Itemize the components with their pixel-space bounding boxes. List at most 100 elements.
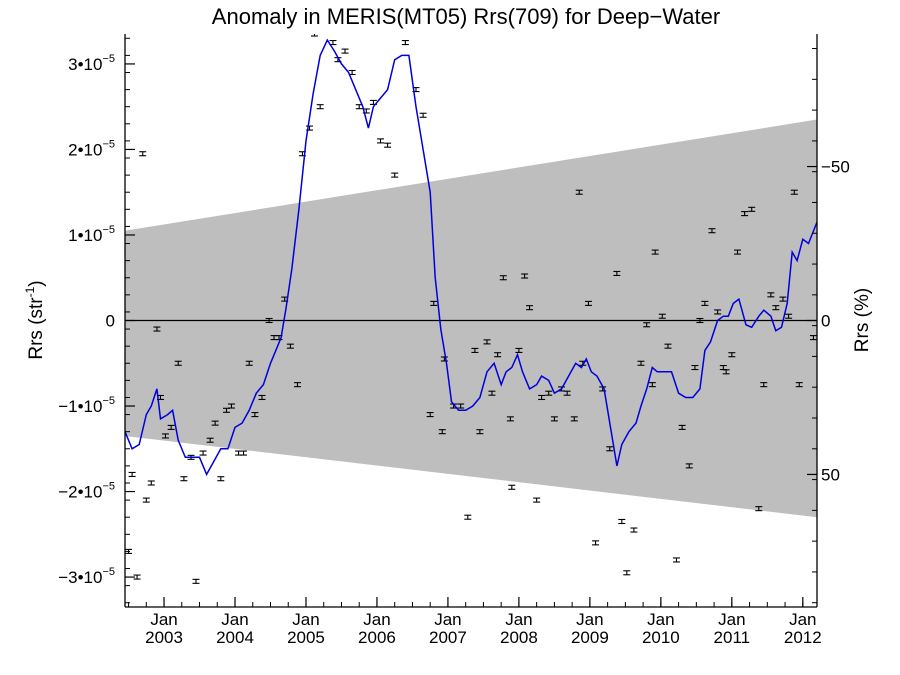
y-axis-title-close: ) [26, 280, 47, 286]
data-point [538, 394, 546, 401]
data-point [785, 313, 793, 319]
y-tick-mantissa: −2•10 [58, 483, 102, 502]
data-point [494, 352, 502, 358]
y-axis-title: Rrs (str-1) [23, 280, 47, 359]
y-tick-label: −3•10−5 [58, 566, 115, 587]
x-tick-month: Jan [434, 610, 461, 629]
data-point [767, 292, 775, 298]
data-point [637, 360, 645, 366]
data-point [696, 317, 704, 324]
data-point [174, 360, 182, 366]
data-point [245, 360, 253, 366]
data-point [235, 450, 243, 456]
data-point [316, 104, 324, 110]
x-tick-month: Jan [789, 610, 816, 629]
data-point [476, 429, 484, 435]
y-axis-title-main: Rrs (str [26, 297, 47, 360]
y-tick-label: 0 [106, 312, 115, 331]
uncertainty-band [125, 119, 817, 518]
x-tick-year: 2003 [145, 628, 183, 647]
data-point [488, 390, 496, 396]
data-point [192, 578, 200, 584]
data-point [760, 382, 768, 388]
data-point [341, 48, 349, 54]
data-point [426, 412, 434, 418]
data-point [499, 275, 507, 281]
data-point [526, 305, 534, 311]
y-tick-label: −1•10−5 [58, 395, 115, 416]
data-point [779, 296, 787, 302]
y-tick-label: 3•10−5 [68, 53, 115, 74]
data-point [521, 273, 529, 279]
y2-tick-label: 50 [821, 465, 840, 484]
data-point [809, 335, 817, 341]
data-point [790, 189, 798, 195]
data-point [199, 450, 207, 456]
y-tick-label: −2•10−5 [58, 481, 115, 502]
data-point [457, 403, 465, 409]
x-tick-month: Jan [221, 610, 248, 629]
data-point [575, 189, 583, 195]
data-point [618, 518, 626, 525]
data-point [630, 527, 638, 533]
data-point [391, 172, 399, 178]
data-point [563, 390, 571, 396]
data-point [438, 429, 446, 435]
y2-axis-title: Rrs (%) [852, 288, 873, 352]
data-point [206, 437, 214, 443]
data-point [217, 476, 225, 482]
chart-title: Anomaly in MERIS(MT05) Rrs(709) for Deep… [212, 4, 720, 29]
data-point [550, 416, 558, 422]
y-tick-mantissa: 2•10 [68, 140, 102, 159]
data-point [658, 313, 666, 319]
data-point [401, 40, 409, 46]
y-tick-exponent: −5 [102, 53, 115, 65]
x-tick-year: 2012 [784, 628, 822, 647]
data-point [664, 343, 672, 349]
data-point [464, 514, 472, 520]
x-tick-year: 2005 [287, 628, 325, 647]
data-point [147, 480, 155, 486]
x-tick-year: 2006 [358, 628, 396, 647]
y-tick-mantissa: 3•10 [68, 55, 102, 74]
x-tick-year: 2004 [216, 628, 254, 647]
data-point [265, 317, 273, 324]
data-point [161, 433, 169, 439]
data-point [384, 142, 392, 148]
data-point [240, 450, 248, 456]
data-point [133, 574, 141, 580]
data-point [708, 228, 716, 234]
data-point [714, 309, 722, 315]
data-point [167, 424, 175, 430]
data-point [722, 369, 730, 375]
data-point [293, 382, 301, 388]
y-axis-title-sup: -1 [23, 286, 37, 297]
x-tick-year: 2010 [642, 628, 680, 647]
data-point [685, 463, 693, 469]
x-tick-month: Jan [363, 610, 390, 629]
data-point [471, 347, 479, 353]
y-tick-label: 2•10−5 [68, 138, 115, 159]
data-point [728, 352, 736, 358]
x-tick-month: Jan [292, 610, 319, 629]
data-point [701, 300, 709, 306]
plot-inner [125, 34, 817, 584]
x-tick-month: Jan [150, 610, 177, 629]
data-point [592, 540, 600, 546]
series-line [125, 38, 817, 477]
y-tick-exponent: −5 [102, 138, 115, 150]
data-point [748, 206, 756, 212]
data-point [506, 416, 514, 422]
data-point [678, 424, 686, 430]
data-point [211, 420, 219, 426]
x-tick-year: 2007 [429, 628, 467, 647]
data-point [180, 476, 188, 482]
data-point [734, 249, 742, 255]
data-point [795, 382, 803, 388]
data-point [128, 471, 136, 477]
y-tick-mantissa: 1•10 [68, 226, 102, 245]
data-point [643, 322, 651, 328]
x-tick-month: Jan [576, 610, 603, 629]
data-point [533, 497, 541, 503]
